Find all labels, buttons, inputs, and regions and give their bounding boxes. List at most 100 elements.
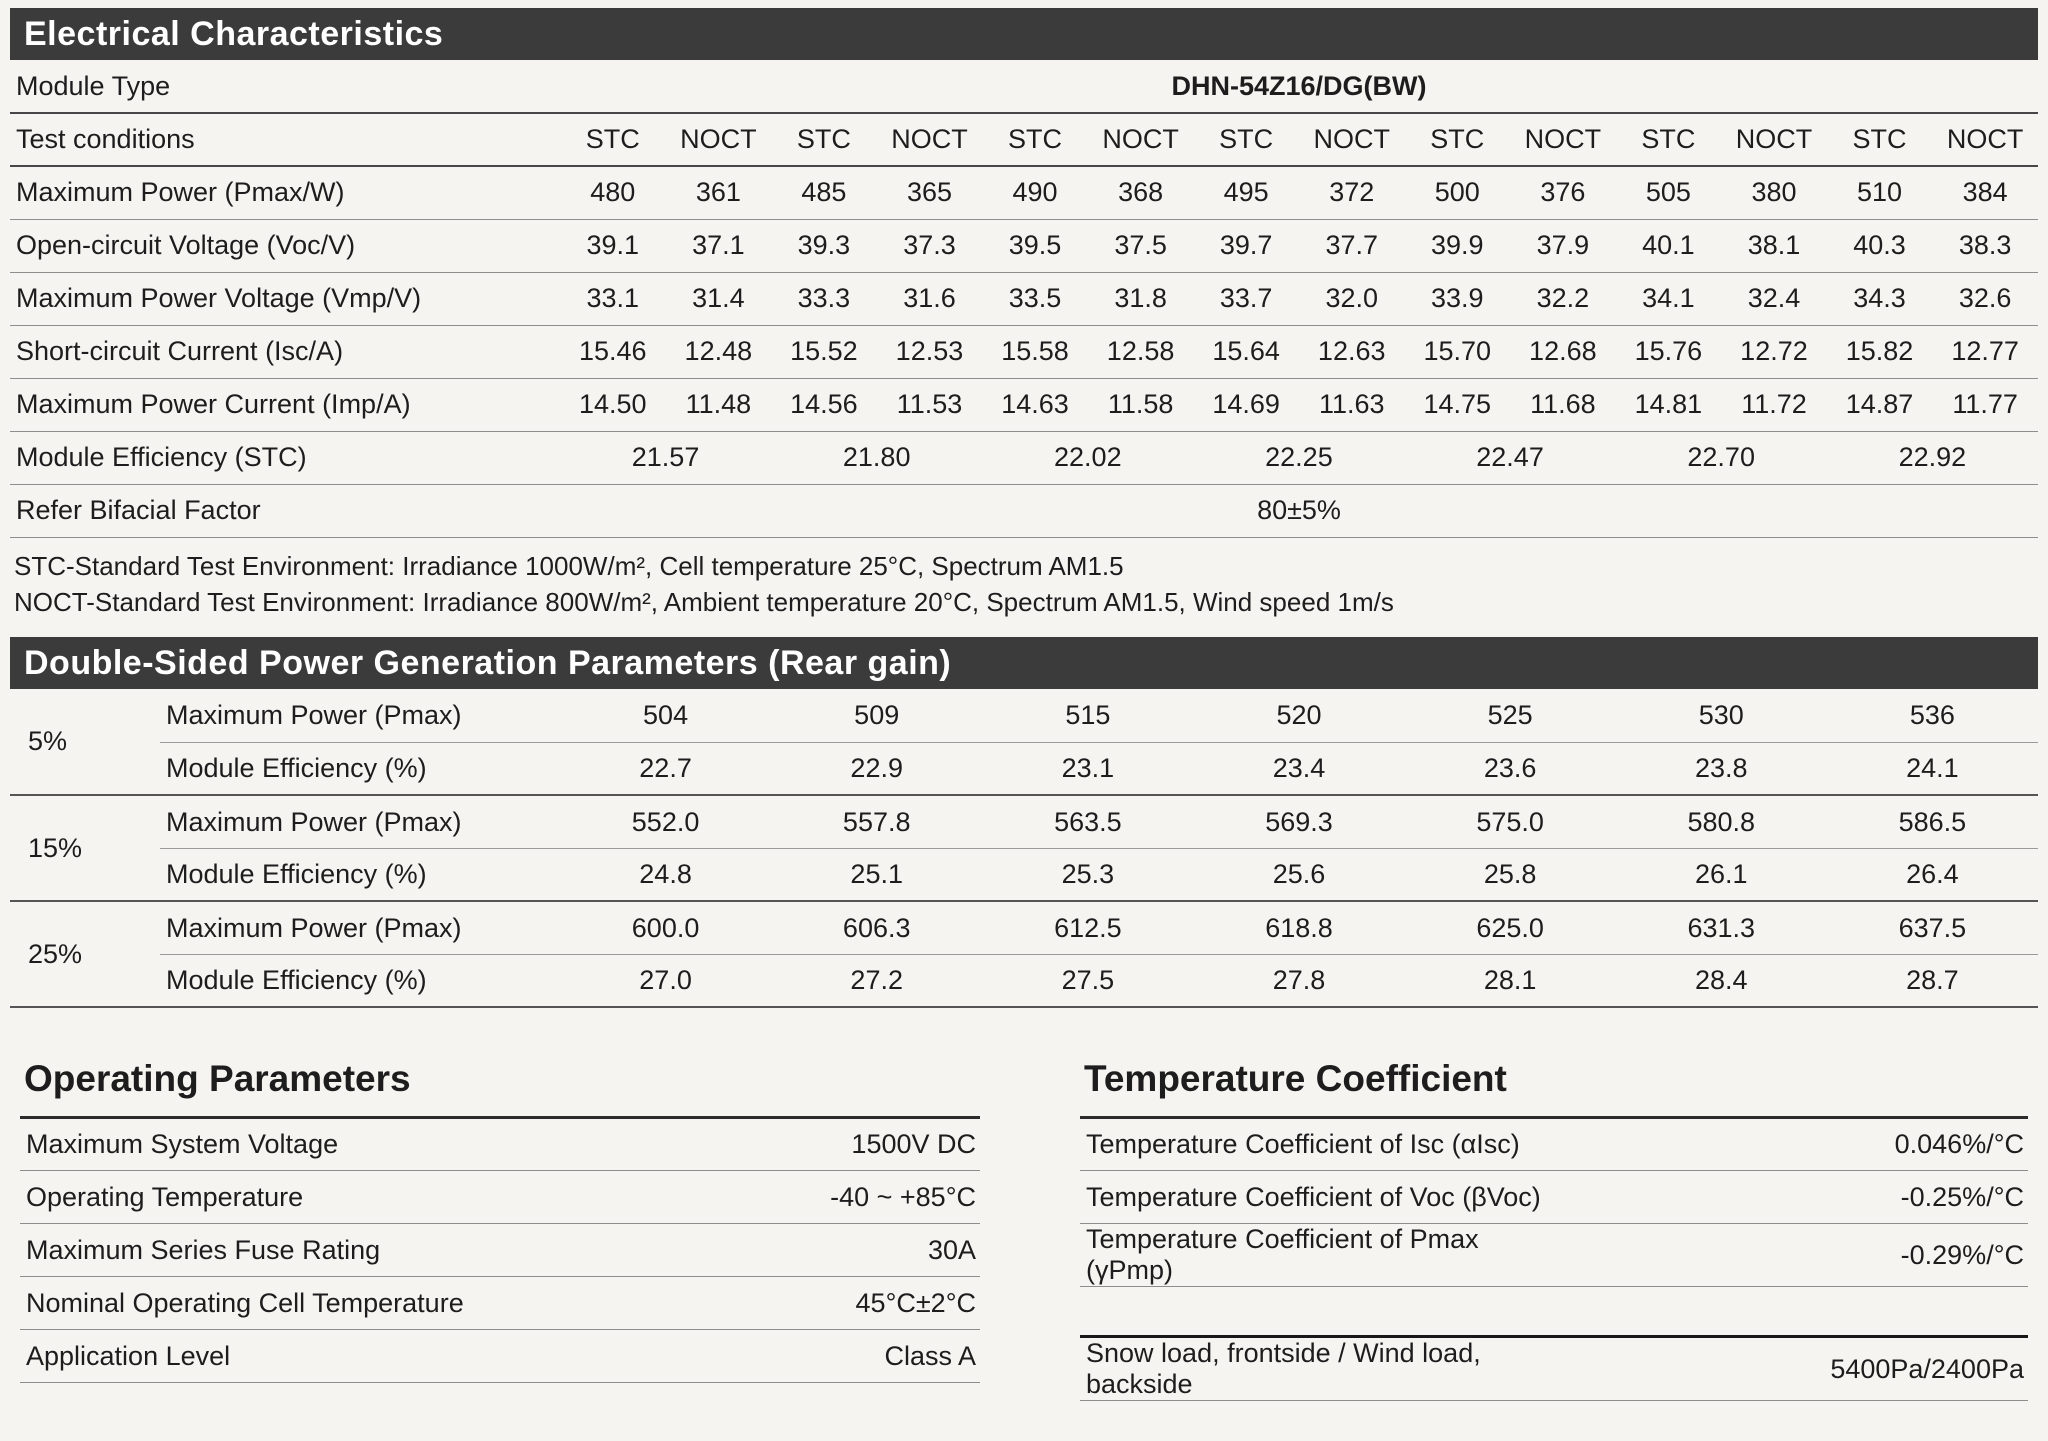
- table-row: Maximum System Voltage 1500V DC: [20, 1117, 980, 1172]
- data-cell: 11.77: [1932, 378, 2038, 432]
- data-cell: 31.6: [876, 272, 983, 326]
- data-cell: 618.8: [1193, 901, 1405, 955]
- data-cell: 12.68: [1510, 325, 1616, 379]
- data-cell: 22.92: [1826, 431, 2038, 485]
- data-cell: 15.52: [771, 325, 877, 379]
- row-label: Module Efficiency (STC): [10, 431, 560, 485]
- test-condition-cell: STC: [560, 113, 666, 167]
- gain-25-efficiency-row: Module Efficiency (%) 27.0 27.2 27.5 27.…: [10, 954, 2038, 1009]
- gain-label: 5%: [10, 689, 160, 797]
- data-cell: 25.3: [982, 848, 1194, 903]
- data-cell: 380: [1721, 166, 1827, 220]
- data-cell: 510: [1826, 166, 1933, 220]
- data-cell: 33.9: [1404, 272, 1511, 326]
- data-cell: 15.70: [1404, 325, 1511, 379]
- operating-parameters-section: Operating Parameters Maximum System Volt…: [20, 1058, 980, 1401]
- row-label: Test conditions: [10, 113, 560, 167]
- data-cell: 37.5: [1087, 219, 1194, 273]
- datasheet-page: Electrical Characteristics Module Type D…: [10, 8, 2038, 1402]
- operating-parameters-table: Maximum System Voltage 1500V DC Operatin…: [20, 1116, 980, 1384]
- data-cell: 22.02: [982, 431, 1194, 485]
- data-cell: 372: [1298, 166, 1405, 220]
- isc-row: Short-circuit Current (Isc/A) 15.46 12.4…: [10, 325, 2038, 379]
- electrical-characteristics-header: Electrical Characteristics: [10, 8, 2038, 60]
- data-cell: 14.63: [982, 378, 1088, 432]
- temperature-coefficient-table: Temperature Coefficient of Isc (αIsc) 0.…: [1080, 1116, 2028, 1402]
- data-cell: 28.1: [1404, 954, 1616, 1009]
- gain-15-efficiency-row: Module Efficiency (%) 24.8 25.1 25.3 25.…: [10, 848, 2038, 903]
- data-cell: 520: [1193, 689, 1405, 743]
- data-cell: 32.2: [1510, 272, 1616, 326]
- data-cell: 365: [876, 166, 983, 220]
- row-label: Maximum Power (Pmax): [160, 901, 560, 955]
- row-value: Class A: [500, 1329, 980, 1384]
- imp-row: Maximum Power Current (Imp/A) 14.50 11.4…: [10, 378, 2038, 432]
- row-label: Maximum Power (Pmax): [160, 689, 560, 743]
- data-cell: 33.7: [1193, 272, 1299, 326]
- row-value: 0.046%/°C: [1554, 1117, 2028, 1172]
- bifacial-value: 80±5%: [560, 484, 2038, 538]
- row-label: Module Efficiency (%): [160, 742, 560, 797]
- data-cell: 12.63: [1298, 325, 1405, 379]
- gain-label: 25%: [10, 901, 160, 1009]
- data-cell: 15.82: [1826, 325, 1933, 379]
- data-cell: 586.5: [1826, 795, 2038, 849]
- data-cell: 580.8: [1615, 795, 1827, 849]
- test-condition-cell: NOCT: [876, 113, 983, 167]
- data-cell: 25.6: [1193, 848, 1405, 903]
- table-row: Temperature Coefficient of Pmax (γPmp) -…: [1080, 1223, 2028, 1288]
- data-cell: 15.46: [560, 325, 666, 379]
- module-type-row: Module Type DHN-54Z16/DG(BW): [10, 60, 2038, 114]
- data-cell: 33.5: [982, 272, 1088, 326]
- data-cell: 11.68: [1510, 378, 1616, 432]
- data-cell: 37.7: [1298, 219, 1405, 273]
- row-label: Maximum Power (Pmax): [160, 795, 560, 849]
- section-title: Double-Sided Power Generation Parameters…: [24, 643, 952, 682]
- data-cell: 37.1: [665, 219, 772, 273]
- row-label: Refer Bifacial Factor: [10, 484, 560, 538]
- data-cell: 530: [1615, 689, 1827, 743]
- data-cell: 11.53: [876, 378, 983, 432]
- data-cell: 600.0: [560, 901, 772, 955]
- test-environment-notes: STC-Standard Test Environment: Irradianc…: [10, 548, 2038, 622]
- data-cell: 28.4: [1615, 954, 1827, 1009]
- row-label: Temperature Coefficient of Voc (βVoc): [1080, 1170, 1554, 1225]
- bottom-sections: Operating Parameters Maximum System Volt…: [10, 1058, 2038, 1402]
- data-cell: 376: [1510, 166, 1616, 220]
- test-condition-cell: NOCT: [1932, 113, 2038, 167]
- row-label: Module Type: [10, 60, 560, 114]
- row-value: -0.29%/°C: [1554, 1223, 2028, 1288]
- data-cell: 500: [1404, 166, 1511, 220]
- data-cell: 39.5: [982, 219, 1088, 273]
- noct-note: NOCT-Standard Test Environment: Irradian…: [14, 587, 1394, 618]
- data-cell: 27.0: [560, 954, 772, 1009]
- data-cell: 39.1: [560, 219, 666, 273]
- data-cell: 22.25: [1193, 431, 1405, 485]
- test-condition-cell: STC: [771, 113, 877, 167]
- load-row: Snow load, frontside / Wind load, backsi…: [1080, 1335, 2028, 1402]
- data-cell: 515: [982, 689, 1194, 743]
- data-cell: 26.4: [1826, 848, 2038, 903]
- data-cell: 38.1: [1721, 219, 1827, 273]
- data-cell: 32.4: [1721, 272, 1827, 326]
- module-type-value: DHN-54Z16/DG(BW): [560, 60, 2038, 114]
- row-value: 30A: [500, 1223, 980, 1278]
- operating-parameters-title: Operating Parameters: [24, 1058, 411, 1100]
- data-cell: 15.58: [982, 325, 1088, 379]
- data-cell: 12.58: [1087, 325, 1194, 379]
- electrical-characteristics-table: Module Type DHN-54Z16/DG(BW) Test condit…: [10, 60, 2038, 538]
- data-cell: 22.47: [1404, 431, 1616, 485]
- data-cell: 637.5: [1826, 901, 2038, 955]
- voc-row: Open-circuit Voltage (Voc/V) 39.1 37.1 3…: [10, 219, 2038, 273]
- spacer-row: [1080, 1287, 2028, 1337]
- gain-25-pmax-row: 25% Maximum Power (Pmax) 600.0 606.3 612…: [10, 901, 2038, 1009]
- data-cell: 22.9: [771, 742, 983, 797]
- temperature-coefficient-title: Temperature Coefficient: [1084, 1058, 1507, 1100]
- data-cell: 40.1: [1615, 219, 1722, 273]
- data-cell: 22.70: [1615, 431, 1827, 485]
- data-cell: 24.8: [560, 848, 772, 903]
- rear-gain-table: 5% Maximum Power (Pmax) 504 509 515 520 …: [10, 689, 2038, 1009]
- data-cell: 368: [1087, 166, 1194, 220]
- test-condition-cell: NOCT: [665, 113, 772, 167]
- data-cell: 14.75: [1404, 378, 1511, 432]
